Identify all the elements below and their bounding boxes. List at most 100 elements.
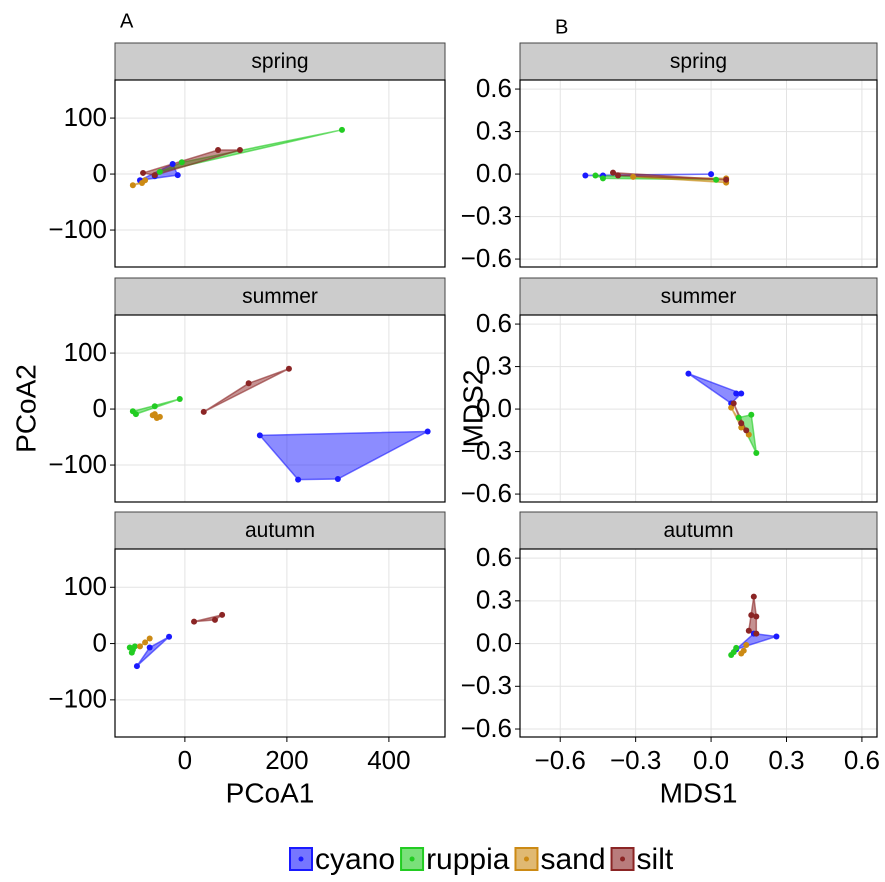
legend-dot (409, 856, 415, 862)
panel-border (519, 548, 878, 738)
point (599, 175, 606, 182)
point (582, 172, 589, 179)
strip (114, 511, 446, 550)
point (753, 613, 760, 620)
y-axis-label: MDS2 (457, 370, 488, 448)
strip-label: summer (242, 285, 318, 308)
point (738, 424, 745, 431)
strip (114, 42, 446, 81)
legend-dot (298, 856, 304, 862)
point (136, 643, 143, 650)
strip (519, 42, 878, 81)
x-axis-label: MDS1 (660, 777, 738, 808)
y-tick-label: 0.0 (476, 393, 512, 423)
point (149, 412, 156, 419)
strip-label: spring (670, 50, 727, 73)
strip-label: autumn (245, 519, 315, 542)
point (245, 380, 252, 387)
x-tick-label: −0.3 (610, 745, 661, 775)
plot-area (582, 169, 730, 186)
point (215, 146, 222, 153)
point (140, 169, 147, 176)
y-tick-label: 0.3 (476, 350, 512, 380)
plot-area (685, 370, 760, 456)
point (592, 172, 599, 179)
point (334, 476, 341, 483)
hull (203, 368, 290, 413)
y-tick-label: 0.3 (476, 585, 512, 615)
y-tick-label: 100 (64, 102, 107, 132)
legend-dot (620, 856, 626, 862)
y-tick-label: −100 (48, 449, 107, 479)
strip-label: autumn (663, 519, 733, 542)
x-tick-label: 400 (367, 745, 410, 775)
point (132, 411, 139, 418)
strip-label: summer (661, 285, 737, 308)
point (236, 146, 243, 153)
x-tick-label: 200 (265, 745, 308, 775)
panel-border (114, 314, 446, 503)
point (630, 173, 637, 180)
hull (258, 430, 429, 481)
legend-dot (523, 856, 529, 862)
point (146, 644, 153, 651)
point (295, 476, 302, 483)
x-tick-label: 0.0 (693, 745, 729, 775)
point (156, 168, 163, 175)
point (738, 390, 745, 397)
point (200, 408, 207, 415)
point (129, 646, 136, 653)
y-tick-label: 0.3 (476, 115, 512, 145)
y-tick-label: 0.6 (476, 542, 512, 572)
x-tick-label: 0.6 (844, 745, 880, 775)
point (743, 427, 750, 434)
x-axis-label: PCoA1 (226, 777, 315, 808)
point (174, 172, 181, 179)
point (740, 647, 747, 654)
strip (519, 511, 878, 550)
point (151, 403, 158, 410)
plot-area (728, 593, 780, 658)
legend-label: cyano (315, 843, 395, 876)
point (151, 172, 158, 179)
y-tick-label: 0.0 (476, 158, 512, 188)
y-tick-label: −100 (48, 214, 107, 244)
point (424, 428, 431, 435)
panel-tag: B (555, 16, 568, 38)
y-tick-label: 0 (93, 627, 107, 657)
y-tick-label: 0 (93, 393, 107, 423)
panel-border (114, 79, 446, 268)
y-tick-label: 0 (93, 158, 107, 188)
point (733, 390, 740, 397)
hull (193, 614, 223, 623)
legend-label: ruppia (426, 843, 510, 876)
hull (136, 636, 170, 667)
panel-border (114, 548, 446, 738)
point (738, 420, 745, 427)
point (748, 612, 755, 619)
point (256, 432, 263, 439)
point (191, 618, 198, 625)
point (176, 395, 183, 402)
point (733, 644, 740, 651)
point (708, 171, 715, 178)
point (610, 169, 617, 176)
y-tick-label: −0.3 (461, 670, 512, 700)
hull (688, 372, 743, 405)
point (133, 663, 140, 670)
point (169, 160, 176, 167)
plot-area (129, 126, 345, 189)
x-tick-label: −0.6 (535, 745, 586, 775)
y-tick-label: −0.3 (461, 435, 512, 465)
point (735, 414, 742, 421)
point (685, 370, 692, 377)
y-axis-label: PCoA2 (10, 364, 41, 453)
point (730, 400, 737, 407)
plot-area (129, 365, 431, 483)
point (773, 633, 780, 640)
y-tick-label: −0.6 (461, 478, 512, 508)
plot-area (126, 611, 226, 670)
strip (519, 277, 878, 316)
point (129, 182, 136, 189)
